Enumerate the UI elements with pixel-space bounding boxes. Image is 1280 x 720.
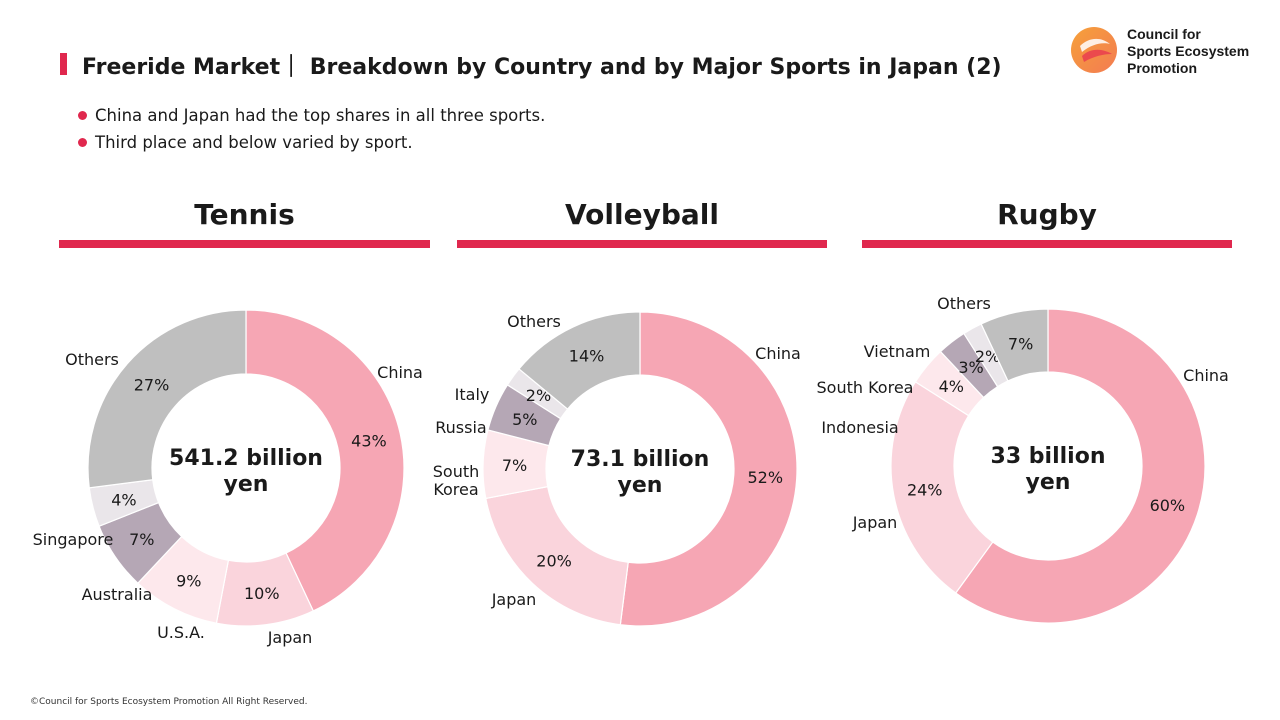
category-label: U.S.A.: [157, 623, 205, 642]
slice-others: [518, 311, 641, 410]
chart-title-volleyball: Volleyball: [565, 198, 719, 231]
data-label: 43%: [351, 432, 387, 451]
logo-line: Council for: [1127, 26, 1201, 42]
center-total-label: yen: [1026, 470, 1071, 495]
center-total-label: 73.1 billion: [571, 447, 710, 472]
data-label: 3%: [958, 358, 983, 377]
category-label: Others: [937, 294, 991, 313]
category-label: China: [377, 363, 423, 382]
data-label: 7%: [129, 530, 154, 549]
bullet-list: China and Japan had the top shares in al…: [78, 102, 545, 156]
copyright-footer: ©Council for Sports Ecosystem Promotion …: [30, 697, 308, 707]
category-label: Vietnam: [864, 342, 931, 361]
slice-others: [980, 308, 1049, 382]
title-accent-bar: [60, 53, 67, 75]
slice-china: [954, 308, 1206, 624]
data-label: 10%: [244, 584, 280, 603]
center-total-label: 33 billion: [991, 444, 1106, 469]
slice-japan: [890, 381, 994, 594]
category-label: Japan: [491, 590, 537, 609]
category-label: Russia: [435, 418, 486, 437]
category-label: Japan: [852, 513, 898, 532]
slice-china: [619, 311, 798, 627]
category-label: Indonesia: [821, 418, 898, 437]
data-label: 20%: [536, 551, 572, 570]
bullet-item: Third place and below varied by sport.: [78, 129, 545, 156]
logo-line: Promotion: [1127, 60, 1197, 76]
chart-rule: [59, 240, 430, 248]
category-label: Others: [65, 350, 119, 369]
slice-china: [245, 309, 405, 612]
data-label: 24%: [907, 481, 943, 500]
circle-logo-icon: [1071, 27, 1117, 73]
data-label: 9%: [176, 571, 201, 590]
bullet-item: China and Japan had the top shares in al…: [78, 102, 545, 129]
data-label: 7%: [1008, 335, 1033, 354]
category-label: Australia: [82, 585, 153, 604]
category-label: China: [755, 344, 801, 363]
category-label: China: [1183, 366, 1229, 385]
logo-line: Sports Ecosystem: [1127, 43, 1250, 59]
data-label: 52%: [747, 468, 783, 487]
data-label: 60%: [1150, 496, 1186, 515]
center-total-label: yen: [224, 472, 269, 497]
category-label: Japan: [267, 628, 313, 647]
page-title: Freeride Market｜ Breakdown by Country an…: [82, 55, 1002, 80]
center-total-label: yen: [618, 473, 663, 498]
category-label: Italy: [455, 385, 490, 404]
data-label: 7%: [502, 456, 527, 475]
chart-rule: [862, 240, 1232, 248]
logo: Council for Sports Ecosystem Promotion: [1070, 26, 1270, 78]
category-label: Singapore: [33, 530, 114, 549]
data-label: 14%: [569, 346, 605, 365]
slice-others: [87, 309, 247, 489]
data-label: 5%: [512, 410, 537, 429]
data-label: 27%: [134, 376, 170, 395]
data-label: 4%: [111, 490, 136, 509]
chart-title-rugby: Rugby: [997, 198, 1097, 231]
chart-title-tennis: Tennis: [194, 198, 295, 231]
category-label: Others: [507, 312, 561, 331]
center-total-label: 541.2 billion: [169, 446, 323, 471]
category-label: South Korea: [817, 378, 914, 397]
chart-rule: [457, 240, 827, 248]
data-label: 4%: [939, 377, 964, 396]
category-label: South Korea: [433, 462, 480, 499]
